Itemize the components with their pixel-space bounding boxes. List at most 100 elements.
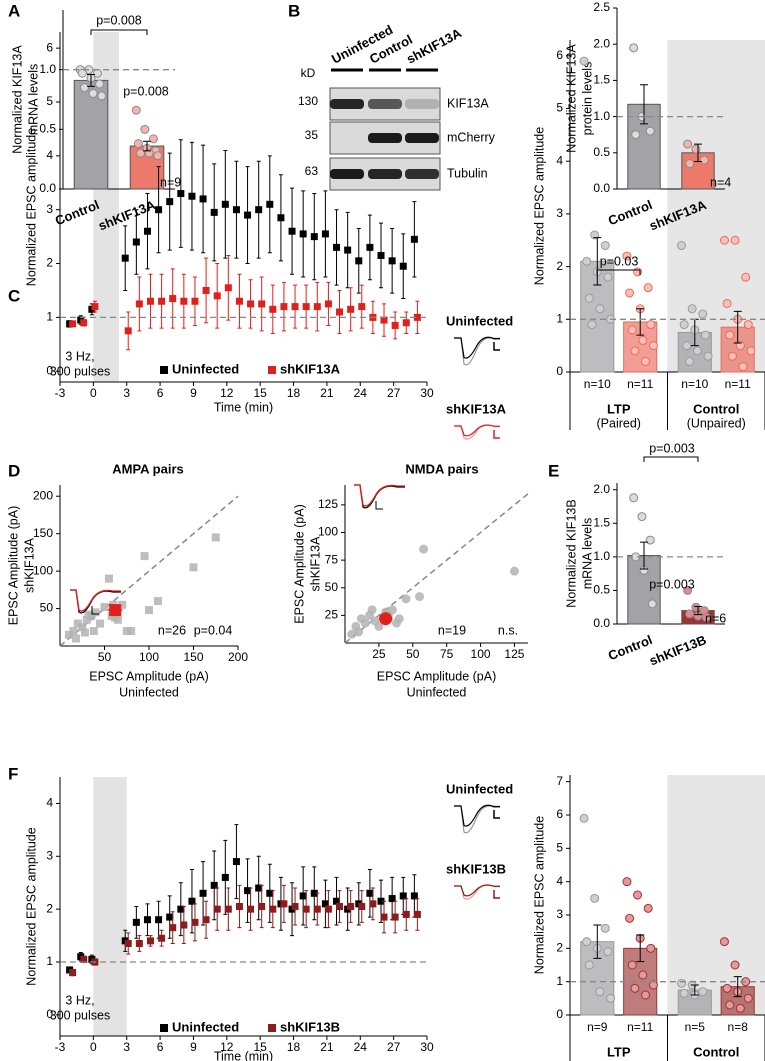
annotation: n=4: [710, 175, 731, 189]
data-point: [413, 313, 421, 321]
data-point: [730, 235, 740, 245]
y-tick-label: 5: [556, 101, 563, 115]
y-tick-label: 0: [46, 1007, 53, 1021]
error-bar: [143, 140, 151, 152]
data-point: [629, 43, 639, 53]
data-point: [683, 139, 693, 149]
data-point: [600, 241, 610, 251]
x-tick-label: -3: [55, 386, 66, 400]
data-point: [266, 889, 274, 897]
data-point: [584, 293, 594, 303]
annotation: p=0.008: [96, 13, 142, 27]
data-point: [677, 241, 687, 251]
y-tick-label: 1: [556, 311, 563, 325]
data-point: [587, 320, 597, 330]
y-axis-label: Normalized KIF13B: [564, 499, 578, 607]
n-label: n=10: [584, 377, 611, 391]
data-point: [410, 235, 418, 243]
data-point: [719, 937, 729, 947]
blot-band: [405, 169, 439, 179]
scale-bar: [493, 810, 500, 819]
data-point: [354, 627, 364, 637]
chart-title: NMDA pairs: [405, 461, 478, 476]
y-tick-label: 2: [46, 256, 53, 270]
y-tick-label: 1.0: [39, 62, 56, 76]
data-point: [725, 330, 735, 340]
x-tick-label: 100: [139, 650, 159, 664]
data-point: [741, 272, 751, 282]
x-tick-label: 3: [123, 1040, 130, 1054]
data-point: [321, 230, 329, 238]
data-point: [685, 609, 695, 619]
y-tick-label: 75: [325, 552, 339, 566]
trace-label: shKIF13A: [446, 401, 507, 416]
annotation: p=0.04: [194, 623, 233, 637]
data-point: [80, 83, 90, 93]
y-tick-label: 6: [556, 48, 563, 62]
data-point: [199, 195, 207, 203]
data-point: [645, 126, 655, 136]
data-point: [336, 308, 344, 316]
y-tick-label: 4: [46, 796, 53, 810]
data-point: [158, 297, 166, 305]
legend-label: shKIF13B: [280, 1019, 340, 1034]
x-tick-label: 15: [254, 386, 268, 400]
data-point: [691, 144, 701, 154]
data-point: [210, 208, 218, 216]
data-point: [140, 552, 149, 561]
y-tick-label: 3: [556, 907, 563, 921]
x-tick-label: 200: [228, 650, 248, 664]
data-point: [69, 320, 77, 328]
data-point: [255, 206, 263, 214]
data-point: [584, 960, 594, 970]
data-point: [88, 89, 98, 99]
data-point: [683, 585, 693, 595]
kd-label: 63: [305, 164, 319, 178]
x-axis-label: Time (min): [214, 400, 273, 414]
data-point: [677, 978, 687, 988]
x-axis-label: Time (min): [214, 1049, 273, 1061]
data-point: [641, 990, 651, 1000]
data-point: [679, 320, 689, 330]
data-point: [637, 512, 647, 522]
data-point: [509, 566, 519, 576]
data-point: [235, 297, 243, 305]
data-point: [180, 921, 188, 929]
data-point: [633, 890, 643, 900]
x-tick-label: 150: [183, 650, 203, 664]
data-point: [682, 341, 692, 351]
y-axis-label: protein levels: [580, 62, 594, 136]
data-point: [121, 254, 129, 262]
data-point: [77, 68, 87, 78]
data-point: [402, 319, 410, 327]
data-point: [96, 619, 105, 628]
data-point: [148, 134, 158, 144]
x-axis-label: EPSC Amplitude (pA): [377, 669, 497, 683]
data-point: [582, 937, 592, 947]
data-point: [189, 563, 198, 572]
y-axis-label: shKIF13A: [308, 536, 322, 592]
x-tick-label: 9: [190, 386, 197, 400]
data-point: [235, 903, 243, 910]
legend-swatch: [268, 1024, 276, 1032]
inset-trace: [70, 589, 121, 612]
panel-label: D: [8, 461, 20, 480]
data-point: [366, 243, 374, 251]
data-point: [118, 600, 127, 609]
data-point: [648, 341, 658, 351]
blot-band: [330, 169, 364, 179]
data-point: [211, 533, 220, 542]
data-point: [394, 614, 404, 624]
data-point: [89, 627, 98, 636]
data-point: [188, 897, 196, 905]
data-point: [746, 346, 756, 356]
error-bar: [733, 310, 742, 344]
data-point: [213, 905, 221, 913]
error-bar: [640, 84, 648, 125]
data-point: [133, 139, 143, 149]
annotation: p=0.003: [649, 577, 695, 591]
data-point: [699, 155, 709, 165]
legend-swatch: [160, 366, 168, 374]
